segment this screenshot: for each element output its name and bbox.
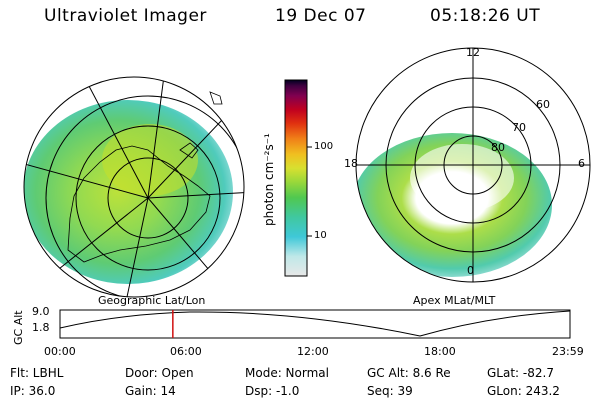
colorbar-label: photon cm⁻²s⁻¹ <box>262 133 276 226</box>
image-time: 05:18:26 UT <box>430 6 541 26</box>
mlt-label-0: 0 <box>467 264 474 277</box>
time-tick-2359: 23:59 <box>552 345 584 358</box>
mlt-label-18: 18 <box>344 157 358 170</box>
magnetic-map <box>355 47 591 283</box>
altitude-curve <box>59 310 571 337</box>
glon-value: GLon: 243.2 <box>487 384 560 398</box>
filter-value: Flt: LBHL <box>10 366 64 380</box>
magnetic-caption: Apex MLat/MLT <box>413 294 496 307</box>
time-tick-1800: 18:00 <box>424 345 456 358</box>
ip-value: IP: 36.0 <box>10 384 56 398</box>
mlt-label-12: 12 <box>466 46 480 59</box>
mlt-label-6: 6 <box>578 157 585 170</box>
altitude-ytick-9: 9.0 <box>32 305 50 318</box>
colorbar <box>284 79 312 277</box>
mlat-label-80: 80 <box>491 141 505 154</box>
geographic-caption: Geographic Lat/Lon <box>98 294 206 307</box>
image-date: 19 Dec 07 <box>275 6 367 26</box>
time-tick-0600: 06:00 <box>170 345 202 358</box>
instrument-title: Ultraviolet Imager <box>44 6 207 26</box>
gain-value: Gain: 14 <box>125 384 176 398</box>
mlat-label-70: 70 <box>512 121 526 134</box>
time-tick-0000: 00:00 <box>44 345 76 358</box>
seq-value: Seq: 39 <box>367 384 413 398</box>
dsp-value: Dsp: -1.0 <box>245 384 300 398</box>
altitude-ytick-1: 1.8 <box>32 321 50 334</box>
mlat-label-60: 60 <box>536 98 550 111</box>
gc-alt-value: GC Alt: 8.6 Re <box>367 366 451 380</box>
colorbar-tick-10: 10 <box>314 230 327 241</box>
altitude-ylabel: GC Alt <box>12 310 25 345</box>
time-tick-1200: 12:00 <box>297 345 329 358</box>
colorbar-tick-100: 100 <box>314 141 334 152</box>
geographic-map <box>23 76 245 298</box>
mode-value: Mode: Normal <box>245 366 329 380</box>
altitude-plot <box>59 309 571 339</box>
lat-lon-grid <box>24 77 244 297</box>
door-value: Door: Open <box>125 366 194 380</box>
glat-value: GLat: -82.7 <box>487 366 554 380</box>
